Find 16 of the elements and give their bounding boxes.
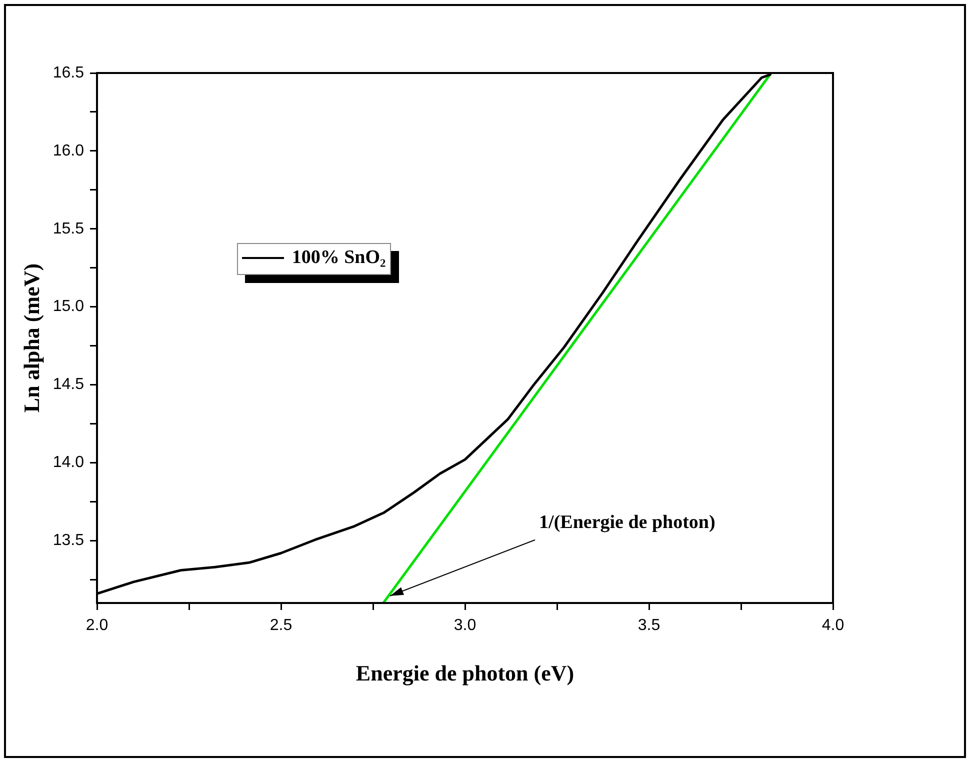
x-tick-label: 3.0 (454, 617, 476, 634)
y-tick-label: 15.0 (52, 298, 84, 316)
y-tick-label: 14.0 (52, 454, 84, 472)
x-tick-label: 2.0 (86, 617, 108, 634)
y-tick-label: 16.5 (52, 64, 84, 82)
y-tick-label: 13.5 (52, 532, 84, 550)
y-axis-title: Ln alpha (meV) (18, 263, 44, 413)
y-tick-label: 16.0 (52, 142, 84, 160)
y-tick-label: 14.5 (52, 376, 84, 394)
x-tick-label: 4.0 (822, 617, 844, 634)
annotation: 1/(Energie de photon) (539, 512, 716, 533)
x-tick-label: 2.5 (270, 617, 292, 634)
x-tick-label: 3.5 (638, 617, 660, 634)
x-axis-title: Energie de photon (eV) (356, 660, 574, 686)
legend-label: 100% SnO₂ (292, 246, 386, 269)
y-tick-label: 15.5 (52, 220, 84, 238)
